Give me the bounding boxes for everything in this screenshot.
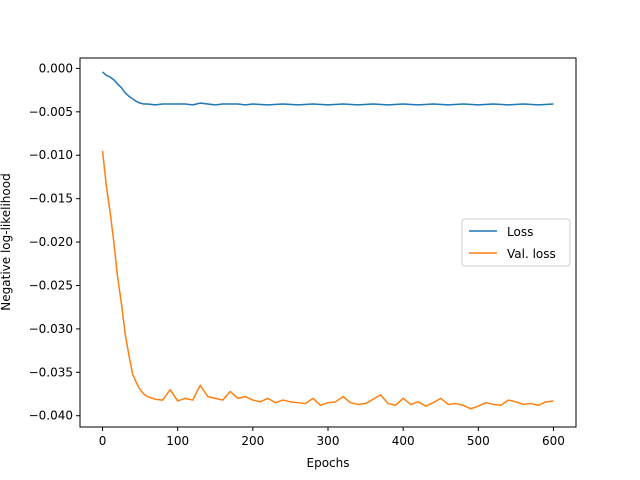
- x-tick-label: 100: [166, 434, 189, 448]
- legend-label-loss: Loss: [507, 225, 533, 239]
- x-tick-label: 600: [542, 434, 565, 448]
- y-tick-label: 0.000: [39, 61, 73, 75]
- y-axis-label: Negative log-likelihood: [0, 173, 13, 310]
- plot-area: [101, 71, 554, 410]
- legend-label-val-loss: Val. loss: [507, 247, 556, 261]
- y-tick-label: −0.035: [29, 365, 73, 379]
- x-tick-label: 200: [241, 434, 264, 448]
- x-tick-label: 300: [317, 434, 340, 448]
- series-line-val-loss: [101, 150, 554, 410]
- y-tick-label: −0.030: [29, 322, 73, 336]
- series-line-loss: [102, 71, 554, 106]
- x-tick-label: 0: [99, 434, 107, 448]
- x-axis-ticks: 0 100 200 300 400 500 600: [99, 427, 565, 448]
- y-tick-label: −0.025: [29, 278, 73, 292]
- y-tick-label: −0.010: [29, 148, 73, 162]
- y-tick-label: −0.040: [29, 409, 73, 423]
- x-tick-label: 400: [392, 434, 415, 448]
- y-axis-ticks: 0.000 −0.005 −0.010 −0.015 −0.020 −0.025 −0.03…: [29, 61, 80, 423]
- x-axis-label: Epochs: [307, 456, 350, 470]
- y-tick-label: −0.015: [29, 192, 73, 206]
- y-tick-label: −0.005: [29, 105, 73, 119]
- legend: Loss Val. loss: [461, 218, 571, 267]
- y-tick-label: −0.020: [29, 235, 73, 249]
- x-tick-label: 500: [467, 434, 490, 448]
